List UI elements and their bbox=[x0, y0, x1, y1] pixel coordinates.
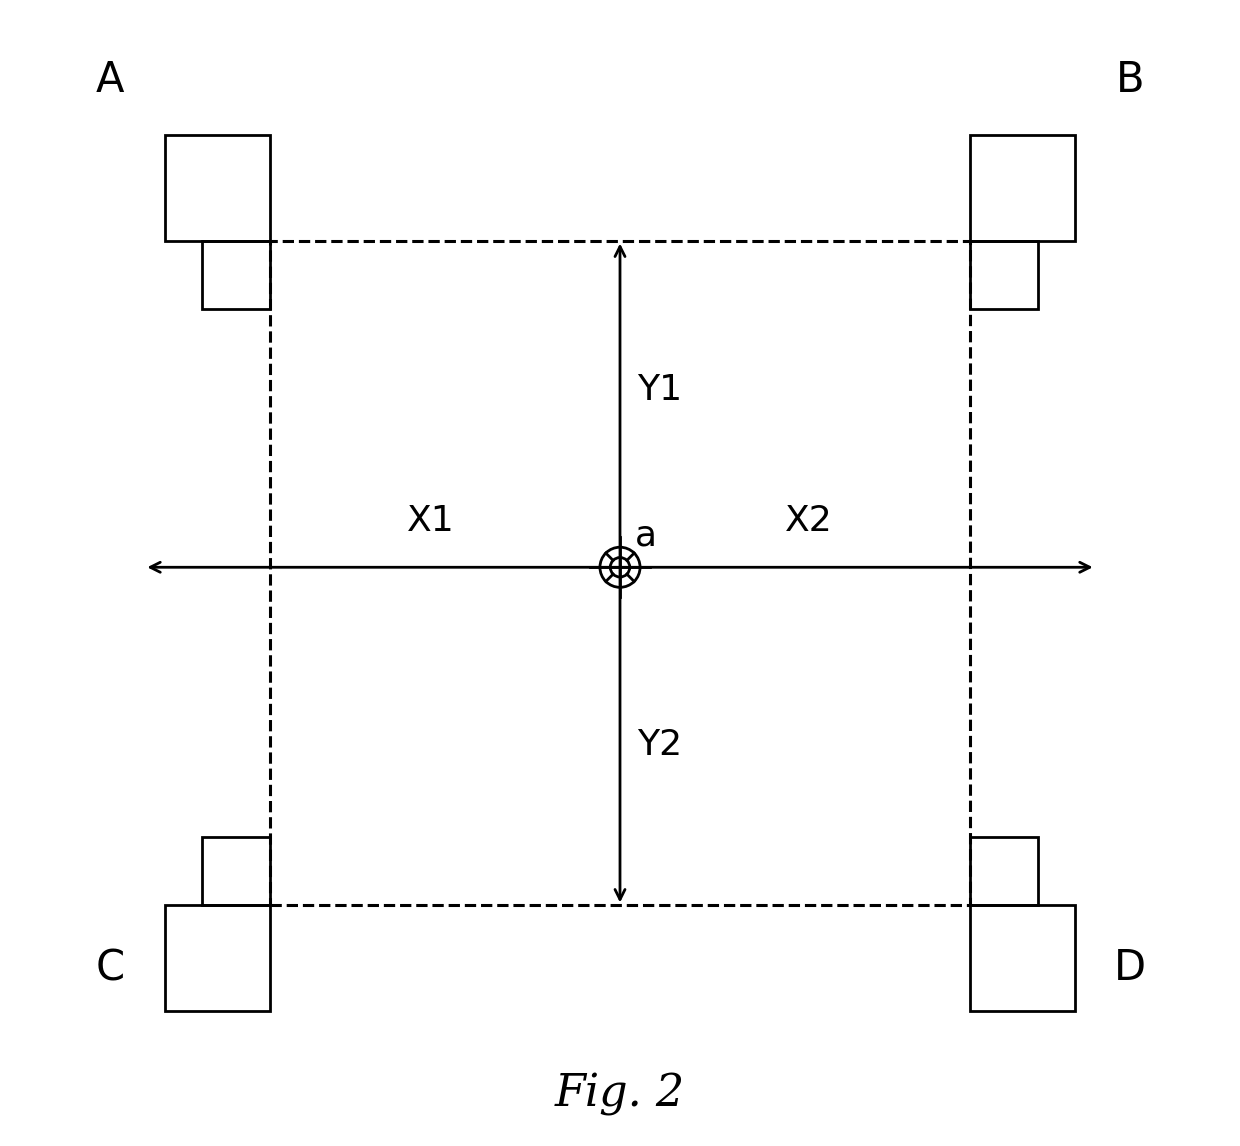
Bar bbox=[970, 135, 1075, 241]
Bar bbox=[202, 241, 270, 309]
Bar bbox=[970, 837, 1038, 905]
Text: Y1: Y1 bbox=[637, 372, 683, 407]
Bar bbox=[165, 135, 270, 241]
Text: Fig. 2: Fig. 2 bbox=[554, 1073, 686, 1116]
Bar bbox=[970, 241, 1038, 309]
Text: B: B bbox=[1116, 60, 1145, 101]
Text: C: C bbox=[95, 948, 124, 989]
Text: X2: X2 bbox=[785, 504, 833, 539]
Bar bbox=[202, 837, 270, 905]
Text: Y2: Y2 bbox=[637, 728, 683, 762]
Text: a: a bbox=[635, 518, 657, 552]
Text: A: A bbox=[95, 60, 124, 101]
Bar bbox=[970, 905, 1075, 1011]
Bar bbox=[165, 905, 270, 1011]
Text: D: D bbox=[1114, 948, 1146, 989]
Text: X1: X1 bbox=[407, 504, 455, 539]
